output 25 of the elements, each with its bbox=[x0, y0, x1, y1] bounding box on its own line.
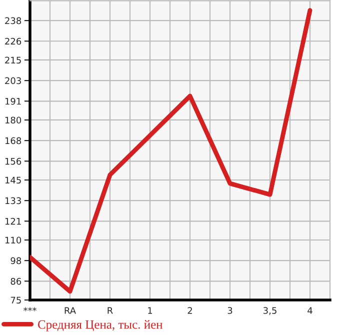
x-tick-label: 2 bbox=[188, 307, 192, 314]
y-tick-label: 168 bbox=[5, 137, 22, 144]
x-tick-label: 3 bbox=[228, 307, 232, 314]
y-tick-label: 180 bbox=[5, 116, 22, 124]
y-tick-label: 238 bbox=[5, 17, 22, 24]
x-tick-label: 3,5 bbox=[264, 307, 276, 315]
y-tick-label: 191 bbox=[5, 98, 21, 105]
y-tick-label: 75 bbox=[10, 296, 21, 304]
y-tick-label: 121 bbox=[5, 218, 21, 225]
y-tick-label: 86 bbox=[10, 278, 22, 285]
y-tick-label: 215 bbox=[5, 56, 21, 64]
y-tick-label: 203 bbox=[5, 77, 21, 84]
x-tick-label: 4 bbox=[308, 307, 312, 314]
y-tick-label: 226 bbox=[5, 38, 22, 45]
y-tick-label: 110 bbox=[5, 236, 22, 244]
x-tick-label: R bbox=[108, 307, 113, 314]
y-tick-label: 156 bbox=[5, 158, 22, 165]
y-tick-label: 133 bbox=[5, 197, 21, 204]
y-tick-label: 145 bbox=[5, 176, 21, 184]
x-tick-label: RA bbox=[64, 307, 76, 314]
x-tick-label: 1 bbox=[148, 307, 152, 314]
x-tick-label: *** bbox=[24, 307, 36, 312]
legend-label: Средняя Цена, тыс. йен bbox=[38, 320, 162, 332]
line-series bbox=[30, 8, 312, 294]
y-tick-label: 98 bbox=[10, 257, 22, 264]
